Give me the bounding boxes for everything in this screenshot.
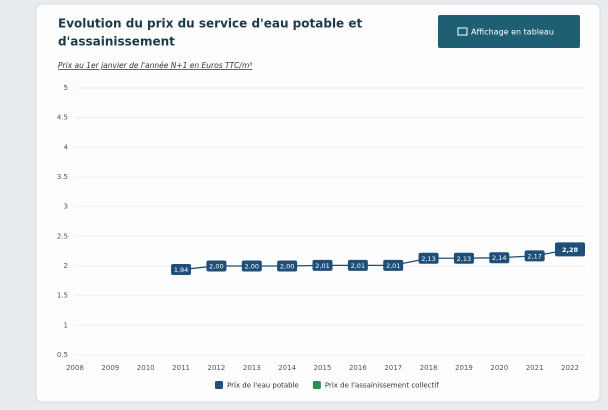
x-tick-label: 2017 <box>384 364 402 372</box>
y-tick-label: 2.5 <box>57 232 68 240</box>
y-tick-label: 0.5 <box>57 351 68 359</box>
y-tick-label: 1.5 <box>57 292 68 300</box>
point-marker <box>453 252 474 264</box>
title: Evolution du prix du service d'eau potab… <box>58 17 363 31</box>
y-tick-label: 3 <box>64 203 68 211</box>
point-marker <box>206 260 227 272</box>
point-marker <box>171 264 192 276</box>
y-tick-label: 1 <box>64 321 68 329</box>
value-label: 2,01 <box>351 262 365 270</box>
x-tick-label: 2021 <box>526 364 544 372</box>
x-tick-label: 2018 <box>420 364 438 372</box>
card <box>35 3 601 403</box>
x-tick-label: 2019 <box>455 364 473 372</box>
point-marker <box>277 260 298 272</box>
value-label: 2,28 <box>562 246 579 254</box>
value-label: 2,13 <box>457 255 471 263</box>
title: d'assainissement <box>58 35 175 49</box>
y-tick-label: 2 <box>64 262 68 270</box>
table-button[interactable]: Affichage en tableau <box>438 15 580 48</box>
x-tick-label: 2014 <box>278 364 296 372</box>
point-marker <box>312 259 333 271</box>
value-label: 2,00 <box>209 263 223 271</box>
value-label: 1,94 <box>174 266 188 274</box>
legend-label: Prix de l'eau potable <box>227 382 299 390</box>
value-label: 2,14 <box>492 254 506 262</box>
value-label: 2,01 <box>315 262 329 270</box>
x-tick-label: 2022 <box>561 364 579 372</box>
x-tick-label: 2015 <box>314 364 332 372</box>
point-marker <box>524 250 545 262</box>
x-tick-label: 2012 <box>208 364 226 372</box>
point-marker <box>418 252 439 264</box>
y-tick-label: 4 <box>64 143 69 151</box>
point-marker <box>241 260 262 272</box>
point-marker <box>347 259 368 271</box>
value-label: 2,17 <box>527 252 541 260</box>
x-tick-label: 2011 <box>172 364 190 372</box>
value-label: 2,00 <box>280 263 294 271</box>
value-label: 2,00 <box>245 263 259 271</box>
x-tick-label: 2013 <box>243 364 261 372</box>
point-marker <box>555 242 585 257</box>
point-marker <box>383 259 404 271</box>
x-tick-label: 2020 <box>490 364 508 372</box>
legend-swatch <box>215 381 223 389</box>
button-label[interactable]: Affichage en tableau <box>471 28 554 37</box>
button-bg[interactable] <box>438 15 580 48</box>
legend-label: Prix de l'assainissement collectif <box>325 382 439 390</box>
y-tick-label: 5 <box>64 84 68 92</box>
legend-swatch <box>312 381 321 389</box>
value-label: 2,13 <box>421 255 435 263</box>
x-tick-label: 2016 <box>349 364 367 372</box>
y-tick-label: 4.5 <box>57 114 68 122</box>
subtitle: Prix au 1er janvier de l'année N+1 en Eu… <box>58 61 252 70</box>
x-tick-label: 2008 <box>66 364 84 372</box>
x-tick-label: 2009 <box>101 364 119 372</box>
value-label: 2,01 <box>386 262 400 270</box>
button-icon <box>457 27 468 36</box>
x-tick-label: 2010 <box>137 364 155 372</box>
y-tick-label: 3.5 <box>57 173 68 181</box>
point-marker <box>489 252 510 264</box>
